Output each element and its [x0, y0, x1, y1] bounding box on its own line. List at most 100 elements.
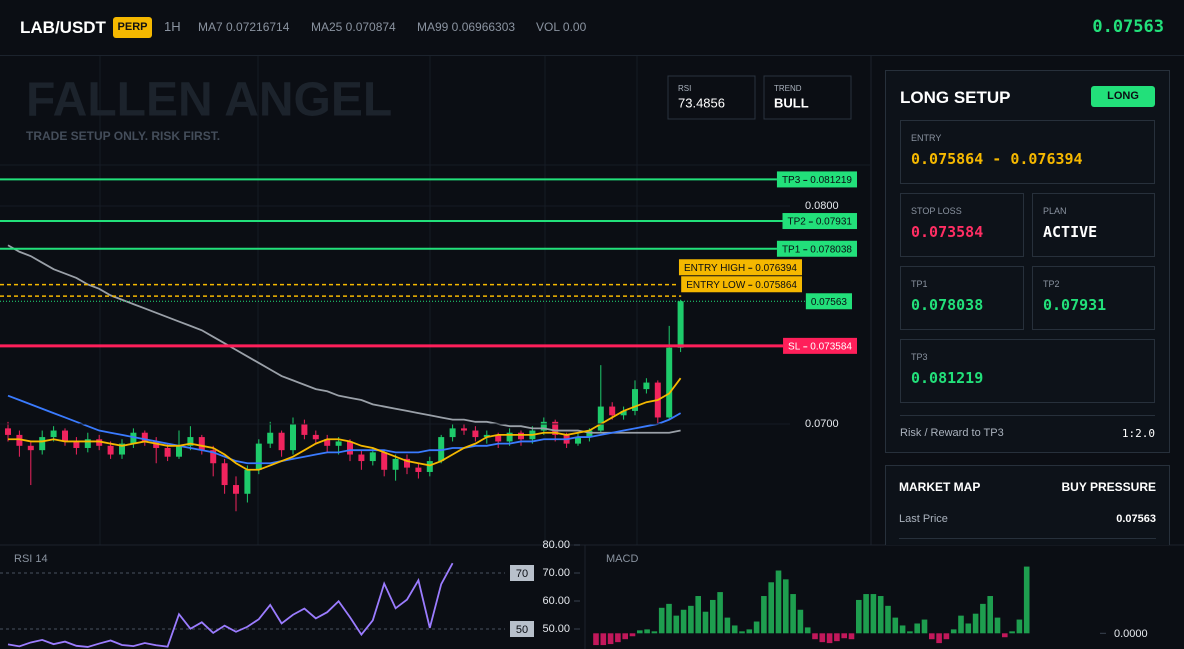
macd-bar — [790, 594, 796, 634]
market-status: BUY PRESSURE — [1061, 480, 1156, 494]
macd-bar — [1016, 619, 1023, 634]
macd-bar — [600, 633, 607, 646]
macd-bar — [965, 623, 972, 634]
macd-bar — [680, 609, 687, 634]
level-value: 0.073584 — [810, 342, 852, 353]
macd-bar — [812, 633, 818, 640]
candle-body — [96, 439, 103, 446]
level-tag — [776, 240, 857, 257]
level: 0.07563 — [0, 293, 852, 310]
macd-bar — [914, 623, 920, 634]
candle-body — [50, 430, 57, 438]
macd-bar — [841, 633, 847, 639]
macd-bar — [987, 596, 993, 634]
rr-value: 1:2.0 — [1121, 427, 1155, 440]
plan-label: PLAN — [1043, 206, 1067, 216]
candle-body — [540, 421, 547, 431]
tp1-label: TP1 — [911, 279, 928, 289]
candle-body — [62, 430, 68, 442]
candle-body — [495, 434, 502, 442]
rsi-level-box — [510, 565, 534, 582]
level-name: SL — [788, 342, 801, 353]
moving-averages — [7, 244, 682, 471]
candle-body — [244, 469, 251, 494]
tp2-value: 0.07931 — [1043, 296, 1107, 314]
candle-body — [483, 434, 490, 438]
level: TP1 0.078038 — [0, 240, 857, 257]
macd-bar — [892, 617, 899, 634]
macd-bar — [644, 629, 650, 634]
macd-bar — [848, 633, 855, 640]
candle-body — [632, 389, 638, 411]
macd-bar — [929, 633, 935, 640]
row-label: Last Price — [899, 513, 948, 525]
candle-body — [141, 432, 148, 442]
badge[interactable]: PERP — [113, 17, 152, 38]
candle-body — [518, 432, 524, 440]
macd-bar — [731, 625, 738, 634]
subtitle: TRADE SETUP ONLY. RISK FIRST. — [26, 129, 220, 143]
candle-body — [5, 428, 11, 435]
moving-average — [8, 377, 682, 471]
timeframe[interactable]: 1H — [164, 19, 181, 34]
candle-body — [130, 432, 137, 444]
candle-body — [84, 439, 91, 448]
candle-body — [107, 445, 114, 455]
level-value: 0.075864 — [755, 280, 797, 291]
level: TP3 0.081219 — [0, 171, 857, 188]
macd-bar — [775, 570, 782, 634]
macd-bar — [724, 617, 731, 634]
candle-body — [449, 428, 456, 438]
tp2-label: TP2 — [1043, 279, 1060, 289]
moving-average — [7, 394, 682, 465]
macd-bar — [972, 613, 979, 634]
macd-bar — [797, 609, 804, 634]
macd-bar — [819, 633, 826, 643]
macd-bar — [921, 619, 928, 634]
setup-badge[interactable]: LONG — [1091, 86, 1155, 107]
market-map: MARKET MAP BUY PRESSURE Last Price 0.075… — [885, 465, 1170, 545]
y-tick-label: 60.00 — [542, 595, 570, 607]
candle-body — [347, 441, 353, 455]
macd-bar — [870, 594, 877, 634]
y-tick-label: 0.0800 — [805, 200, 839, 212]
y-tick-label: 80.00 — [542, 539, 570, 551]
trend-box — [763, 75, 852, 120]
level: ENTRY LOW 0.075864 — [0, 276, 802, 297]
candle-body — [586, 430, 593, 438]
row-value: 0.07563 — [1116, 513, 1156, 525]
tp3-card: TP3 0.081219 — [900, 339, 1155, 403]
candle-body — [164, 447, 171, 457]
rsi-line — [7, 562, 454, 648]
grid — [0, 56, 870, 545]
macd-bar — [739, 631, 745, 634]
macd-bar — [666, 603, 672, 634]
candle-body — [609, 406, 616, 416]
candle-body — [335, 441, 342, 446]
candle-body — [301, 424, 308, 435]
candle-body — [198, 437, 205, 451]
macd-bar — [943, 633, 950, 640]
last-price: 0.07563 — [1092, 17, 1164, 37]
candle-body — [187, 437, 194, 446]
trend-box-label: TREND — [774, 84, 802, 93]
macd-bar — [753, 621, 760, 634]
macd-bar — [783, 579, 789, 634]
macd-bar — [637, 630, 643, 634]
rsi-title: RSI 14 — [14, 553, 48, 565]
level-name: TP3 — [782, 175, 801, 186]
candle-body — [16, 434, 23, 446]
level-name: ENTRY LOW — [686, 280, 746, 291]
level-tag — [776, 171, 857, 188]
macd-bar — [1009, 631, 1015, 634]
top-bar: LAB/USDT PERP 1H MA7 0.07216714 MA25 0.0… — [0, 0, 1184, 56]
level-value: 0.076394 — [755, 263, 797, 274]
candle-body — [221, 463, 228, 486]
plan-card: PLAN ACTIVE — [1032, 193, 1155, 257]
macd-bar — [899, 625, 906, 634]
rsi-box-value: 73.4856 — [678, 95, 725, 110]
candle-body — [324, 439, 331, 446]
